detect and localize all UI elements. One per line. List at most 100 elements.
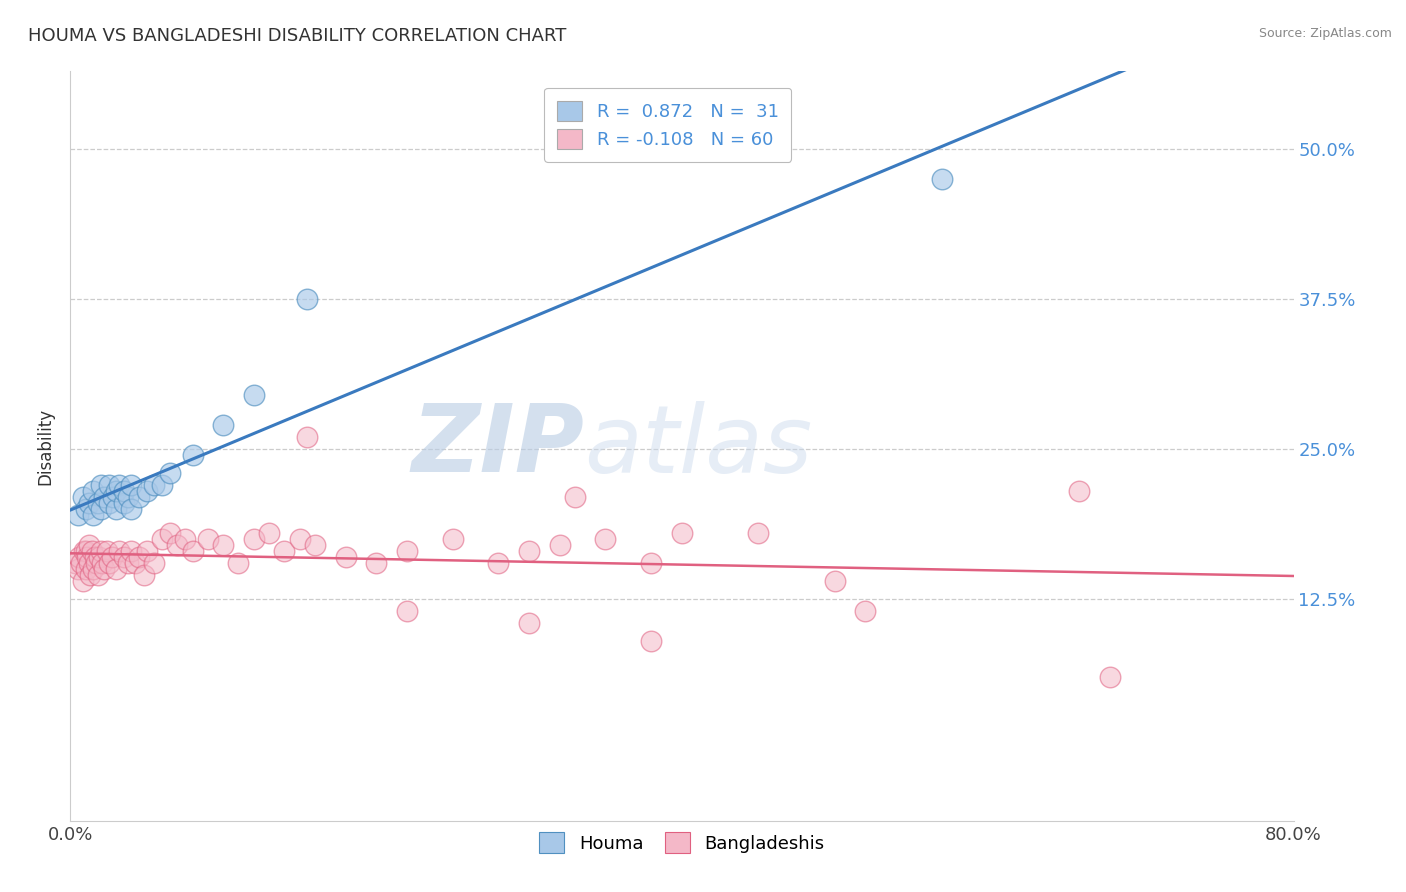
Point (90, 544, 112, 558)
Point (257, 525, 280, 540)
Point (395, 604, 418, 618)
Point (93, 562, 115, 576)
Point (89, 549, 111, 564)
Point (273, 544, 295, 558)
Point (105, 483, 128, 498)
Point (73, 544, 96, 558)
Point (75, 502, 97, 516)
Y-axis label: Disability: Disability (37, 408, 55, 484)
Point (108, 544, 131, 558)
Point (595, 532, 617, 546)
Point (132, 567, 155, 582)
Point (100, 549, 122, 564)
Point (135, 544, 157, 558)
Point (824, 574, 846, 588)
Point (72, 490, 94, 504)
Text: ZIP: ZIP (411, 400, 583, 492)
Point (395, 544, 418, 558)
Point (66, 508, 89, 522)
Point (82, 562, 104, 576)
Point (77, 556, 100, 570)
Point (747, 525, 769, 540)
Point (105, 502, 128, 516)
Point (304, 538, 326, 552)
Point (143, 478, 166, 492)
Point (112, 483, 135, 498)
Point (97, 478, 120, 492)
Point (96, 544, 118, 558)
Point (70, 556, 93, 570)
Point (197, 532, 219, 546)
Point (441, 532, 464, 546)
Point (181, 448, 204, 462)
Point (181, 544, 204, 558)
Point (121, 544, 143, 558)
Point (1099, 670, 1122, 684)
Point (87, 496, 110, 510)
Point (97, 556, 120, 570)
Point (1069, 483, 1091, 498)
Point (72, 574, 94, 588)
Point (548, 538, 571, 552)
Point (150, 478, 173, 492)
Point (488, 556, 510, 570)
Point (112, 496, 135, 510)
Point (174, 532, 197, 546)
Point (135, 483, 157, 498)
Point (640, 556, 662, 570)
Point (855, 604, 877, 618)
Point (931, 172, 953, 186)
Point (90, 478, 112, 492)
Point (121, 502, 143, 516)
Point (517, 544, 540, 558)
Point (150, 532, 173, 546)
Point (77, 538, 100, 552)
Text: Source: ZipAtlas.com: Source: ZipAtlas.com (1258, 27, 1392, 40)
Point (83, 549, 105, 564)
Point (105, 562, 128, 576)
Point (124, 556, 146, 570)
Point (76, 549, 98, 564)
Text: atlas: atlas (583, 401, 813, 491)
Point (112, 549, 135, 564)
Point (297, 292, 319, 306)
Point (212, 417, 235, 432)
Point (228, 556, 250, 570)
Point (66, 562, 89, 576)
Point (108, 478, 131, 492)
Point (75, 562, 97, 576)
Point (517, 615, 540, 630)
Point (90, 502, 112, 516)
Point (93, 490, 115, 504)
Point (117, 490, 139, 504)
Point (63, 556, 86, 570)
Point (79, 567, 101, 582)
Point (117, 556, 139, 570)
Point (159, 525, 181, 540)
Point (128, 549, 150, 564)
Point (97, 496, 120, 510)
Point (77, 496, 100, 510)
Point (128, 490, 150, 504)
Text: HOUMA VS BANGLADESHI DISABILITY CORRELATION CHART: HOUMA VS BANGLADESHI DISABILITY CORRELAT… (28, 27, 567, 45)
Point (101, 490, 124, 504)
Point (166, 538, 188, 552)
Point (243, 388, 266, 402)
Point (366, 556, 388, 570)
Point (212, 538, 235, 552)
Point (297, 430, 319, 444)
Point (143, 556, 166, 570)
Point (87, 567, 110, 582)
Point (243, 532, 266, 546)
Point (80, 544, 103, 558)
Point (671, 525, 693, 540)
Point (159, 466, 181, 480)
Point (82, 508, 104, 522)
Legend: Houma, Bangladeshis: Houma, Bangladeshis (529, 822, 835, 864)
Point (640, 633, 662, 648)
Point (69, 549, 91, 564)
Point (335, 549, 357, 564)
Point (121, 478, 143, 492)
Point (82, 483, 104, 498)
Point (84, 556, 107, 570)
